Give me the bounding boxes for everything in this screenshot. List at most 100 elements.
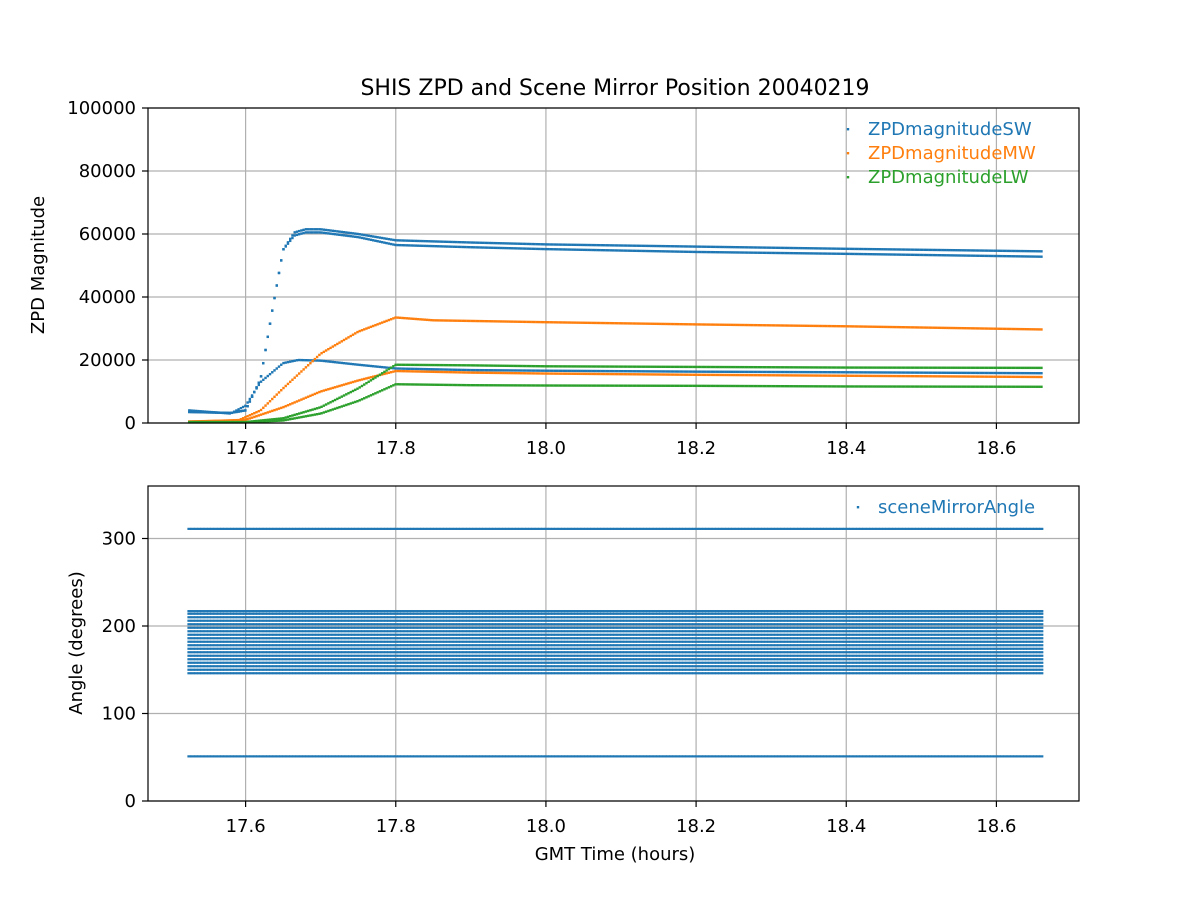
data-point bbox=[1038, 366, 1041, 370]
data-point bbox=[233, 668, 238, 671]
data-point bbox=[600, 672, 605, 675]
data-point bbox=[200, 661, 205, 664]
data-point bbox=[257, 381, 261, 384]
data-point bbox=[862, 651, 867, 654]
data-point bbox=[482, 647, 487, 650]
data-point bbox=[377, 672, 382, 675]
data-point bbox=[600, 755, 605, 758]
data-point bbox=[329, 409, 332, 412]
data-point bbox=[318, 672, 323, 675]
data-point bbox=[836, 668, 841, 671]
data-point bbox=[340, 361, 343, 365]
data-point bbox=[665, 654, 670, 657]
data-point bbox=[829, 252, 832, 255]
data-point bbox=[318, 406, 321, 409]
data-point bbox=[616, 365, 619, 368]
data-point bbox=[396, 316, 400, 319]
data-point bbox=[273, 408, 276, 412]
data-point bbox=[943, 366, 947, 369]
data-point bbox=[311, 408, 314, 411]
data-point bbox=[1029, 755, 1034, 758]
data-point bbox=[282, 386, 285, 390]
data-point bbox=[416, 654, 421, 657]
data-point bbox=[724, 665, 729, 668]
data-point bbox=[472, 654, 477, 657]
data-point bbox=[557, 654, 562, 657]
data-point bbox=[676, 370, 680, 373]
legend-marker bbox=[846, 128, 850, 131]
data-point bbox=[961, 254, 965, 257]
data-point bbox=[1024, 385, 1027, 388]
data-point bbox=[600, 384, 604, 387]
data-point bbox=[731, 668, 736, 671]
data-point bbox=[754, 665, 759, 668]
data-point bbox=[789, 366, 792, 369]
data-point bbox=[434, 368, 438, 371]
data-point bbox=[760, 755, 765, 758]
data-point bbox=[1040, 366, 1043, 370]
data-point bbox=[541, 661, 546, 664]
data-point bbox=[783, 755, 788, 758]
data-point bbox=[705, 665, 710, 668]
data-point bbox=[634, 373, 637, 376]
data-point bbox=[1002, 254, 1005, 258]
data-point bbox=[993, 651, 998, 654]
data-point bbox=[243, 647, 247, 650]
data-point bbox=[597, 647, 601, 650]
data-point bbox=[345, 362, 348, 365]
data-point bbox=[484, 369, 487, 372]
data-point bbox=[295, 647, 300, 650]
data-point bbox=[802, 374, 805, 377]
data-point bbox=[324, 388, 328, 392]
data-point bbox=[400, 672, 405, 675]
data-point bbox=[1011, 327, 1014, 331]
data-point bbox=[534, 661, 539, 664]
data-point bbox=[524, 658, 529, 661]
data-point bbox=[661, 322, 664, 326]
data-point bbox=[968, 249, 971, 252]
data-point bbox=[236, 654, 241, 657]
data-point bbox=[596, 372, 599, 376]
data-point bbox=[1000, 661, 1005, 664]
data-point bbox=[636, 365, 640, 368]
data-point bbox=[692, 661, 696, 664]
data-point bbox=[324, 228, 328, 232]
data-point bbox=[919, 253, 922, 257]
data-point bbox=[587, 243, 590, 247]
data-point bbox=[334, 665, 339, 668]
data-point bbox=[966, 375, 969, 378]
data-point bbox=[279, 658, 283, 661]
data-point bbox=[934, 665, 939, 668]
data-point bbox=[215, 411, 218, 414]
data-point bbox=[990, 254, 994, 258]
data-point bbox=[425, 244, 429, 248]
data-point bbox=[540, 384, 543, 387]
data-point bbox=[966, 254, 969, 257]
data-point bbox=[679, 647, 683, 650]
data-point bbox=[925, 248, 929, 252]
data-point bbox=[547, 668, 552, 671]
data-point bbox=[724, 384, 727, 388]
data-point bbox=[1004, 366, 1007, 370]
data-point bbox=[646, 654, 651, 657]
data-point bbox=[905, 371, 909, 374]
data-point bbox=[413, 651, 418, 654]
data-point bbox=[585, 384, 588, 387]
data-point bbox=[980, 661, 985, 664]
data-point bbox=[277, 419, 281, 422]
data-point bbox=[961, 371, 965, 375]
data-point bbox=[457, 371, 460, 374]
data-point bbox=[826, 658, 831, 661]
data-point bbox=[981, 385, 985, 388]
data-point bbox=[974, 658, 978, 661]
data-point bbox=[1019, 661, 1024, 664]
data-point bbox=[903, 248, 906, 251]
data-point bbox=[816, 755, 821, 758]
data-point bbox=[423, 244, 426, 248]
data-point bbox=[426, 647, 431, 650]
data-point bbox=[498, 654, 503, 657]
data-point bbox=[955, 366, 958, 369]
data-point bbox=[262, 378, 265, 382]
data-point bbox=[623, 647, 628, 650]
data-point bbox=[979, 327, 983, 330]
